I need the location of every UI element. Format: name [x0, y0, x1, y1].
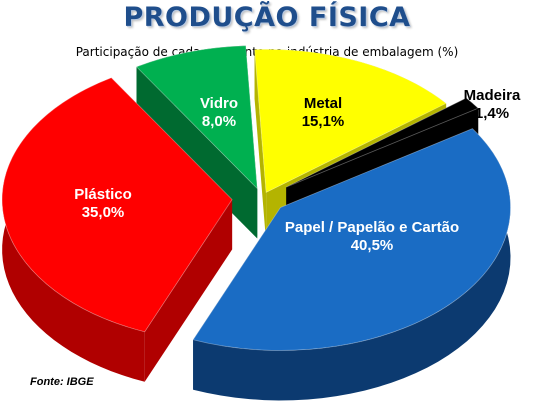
slice-edge-plastico-0 [144, 199, 233, 382]
slice-metal [254, 48, 447, 193]
slice-label-value-madeira: 1,4% [475, 105, 509, 122]
slice-label-value-metal: 15,1% [302, 113, 345, 130]
source-note: Fonte: IBGE [30, 376, 94, 388]
slice-label-value-papel-papelao-e-cartao: 40,5% [351, 237, 394, 254]
slice-label-value-plastico: 35,0% [82, 204, 125, 221]
slice-label-name-papel-papelao-e-cartao: Papel / Papelão e Cartão [285, 219, 459, 236]
slice-papel-papelao-e-cartao [192, 128, 511, 351]
slice-label-name-madeira: Madeira [464, 87, 521, 104]
slice-madeira [286, 97, 479, 188]
slice-vidro [135, 45, 258, 190]
slice-label-value-vidro: 8,0% [202, 113, 236, 130]
slice-plastico [1, 77, 233, 333]
slice-label-name-vidro: Vidro [200, 95, 238, 112]
slice-side-papel-papelao-e-cartao [193, 128, 511, 401]
slice-label-name-metal: Metal [304, 95, 342, 112]
slice-label-name-plastico: Plástico [74, 186, 132, 203]
chart-title: PRODUÇÃO FÍSICA [123, 2, 411, 33]
pie-tops [1, 45, 511, 351]
